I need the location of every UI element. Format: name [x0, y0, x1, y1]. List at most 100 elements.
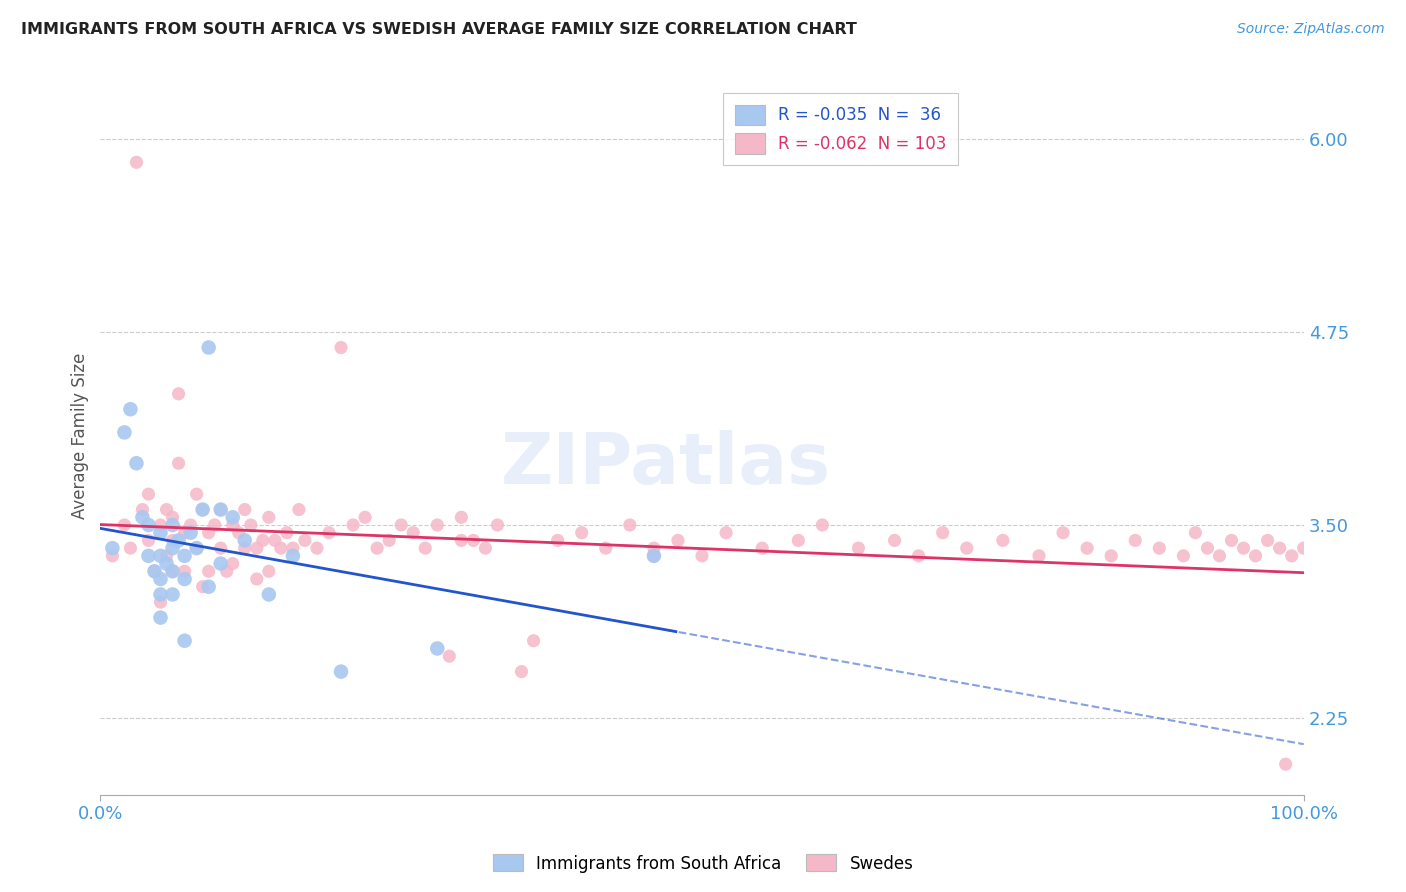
Point: [197, 564, 219, 578]
Point: [1208, 549, 1230, 563]
Point: [138, 549, 160, 563]
Point: [143, 564, 166, 578]
Point: [233, 502, 256, 516]
Point: [811, 518, 834, 533]
Point: [209, 502, 232, 516]
Y-axis label: Average Family Size: Average Family Size: [72, 353, 89, 519]
Point: [173, 525, 195, 540]
Point: [931, 525, 953, 540]
Point: [270, 541, 292, 556]
Point: [120, 541, 142, 556]
Point: [413, 541, 436, 556]
Point: [643, 549, 665, 563]
Point: [1274, 757, 1296, 772]
Point: [883, 533, 905, 548]
Point: [690, 549, 713, 563]
Point: [112, 518, 135, 533]
Point: [1184, 525, 1206, 540]
Point: [138, 518, 160, 533]
Point: [342, 518, 364, 533]
Point: [305, 541, 328, 556]
Text: IMMIGRANTS FROM SOUTH AFRICA VS SWEDISH AVERAGE FAMILY SIZE CORRELATION CHART: IMMIGRANTS FROM SOUTH AFRICA VS SWEDISH …: [21, 22, 858, 37]
Point: [197, 341, 219, 355]
Point: [162, 533, 184, 548]
Point: [1244, 549, 1267, 563]
Point: [402, 525, 425, 540]
Point: [239, 518, 262, 533]
Point: [294, 533, 316, 548]
Point: [233, 541, 256, 556]
Point: [222, 518, 245, 533]
Legend: R = -0.035  N =  36, R = -0.062  N = 103: R = -0.035 N = 36, R = -0.062 N = 103: [724, 93, 959, 165]
Point: [318, 525, 340, 540]
Point: [155, 557, 177, 571]
Point: [143, 564, 166, 578]
Point: [131, 510, 153, 524]
Point: [1076, 541, 1098, 556]
Point: [1123, 533, 1146, 548]
Point: [389, 518, 412, 533]
Point: [173, 564, 195, 578]
Point: [439, 649, 461, 664]
Point: [191, 502, 214, 516]
Point: [619, 518, 641, 533]
Point: [173, 633, 195, 648]
Point: [378, 533, 401, 548]
Point: [149, 587, 172, 601]
Point: [180, 525, 202, 540]
Point: [173, 549, 195, 563]
Point: [125, 155, 148, 169]
Point: [197, 580, 219, 594]
Point: [215, 564, 238, 578]
Point: [426, 518, 449, 533]
Point: [155, 549, 177, 563]
Point: [149, 518, 172, 533]
Point: [162, 564, 184, 578]
Point: [149, 572, 172, 586]
Point: [186, 541, 208, 556]
Point: [330, 665, 353, 679]
Point: [162, 518, 184, 533]
Point: [643, 541, 665, 556]
Point: [276, 525, 298, 540]
Point: [209, 502, 232, 516]
Point: [257, 587, 280, 601]
Point: [186, 487, 208, 501]
Point: [474, 541, 496, 556]
Point: [1257, 533, 1279, 548]
Point: [547, 533, 569, 548]
Point: [180, 518, 202, 533]
Point: [510, 665, 533, 679]
Point: [138, 487, 160, 501]
Point: [112, 425, 135, 440]
Point: [197, 525, 219, 540]
Point: [366, 541, 388, 556]
Point: [1149, 541, 1171, 556]
Point: [125, 456, 148, 470]
Point: [149, 549, 172, 563]
Text: Source: ZipAtlas.com: Source: ZipAtlas.com: [1237, 22, 1385, 37]
Point: [288, 502, 311, 516]
Point: [246, 572, 269, 586]
Point: [162, 541, 184, 556]
Point: [120, 402, 142, 417]
Point: [595, 541, 617, 556]
Point: [162, 510, 184, 524]
Point: [209, 541, 232, 556]
Point: [1220, 533, 1243, 548]
Point: [643, 549, 665, 563]
Point: [167, 386, 190, 401]
Point: [149, 525, 172, 540]
Point: [1052, 525, 1074, 540]
Point: [257, 510, 280, 524]
Point: [787, 533, 810, 548]
Point: [257, 564, 280, 578]
Point: [991, 533, 1014, 548]
Point: [1197, 541, 1219, 556]
Point: [330, 341, 353, 355]
Point: [1099, 549, 1122, 563]
Point: [714, 525, 737, 540]
Point: [463, 533, 485, 548]
Text: ZIPatlas: ZIPatlas: [501, 431, 831, 500]
Point: [666, 533, 689, 548]
